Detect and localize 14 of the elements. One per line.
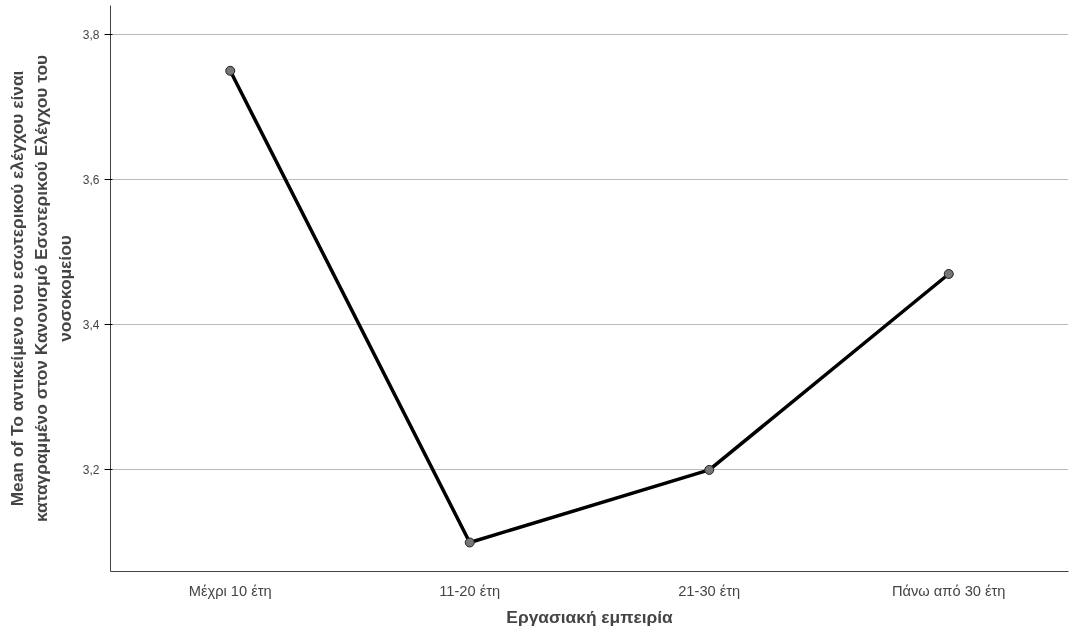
point	[704, 464, 715, 475]
x-tick-label: Πάνω από 30 έτη	[891, 582, 1006, 599]
y-tick-label: 3,8	[82, 28, 100, 43]
y-tick-label: 3,6	[82, 173, 100, 188]
x-tick-label: 21-30 έτη	[678, 582, 741, 599]
point	[943, 269, 954, 279]
point	[225, 65, 236, 76]
x-tick-label: Μέχρι 10 έτη	[188, 582, 272, 599]
point	[464, 537, 475, 548]
y-axis-title: Mean of Το αντικείμενο του εσωτερικού ελέγχου είναι καταγραμμένο στον Κανονισμό Εσωτερικού Ελέγχου του νοσοκομείου	[6, 54, 75, 523]
x-axis-title: Εργασιακή εμπειρία	[506, 606, 673, 627]
y-tick-label: 3,4	[82, 318, 100, 333]
y-tick-label: 3,2	[82, 463, 100, 478]
x-tick-label: 11-20 έτη	[439, 582, 501, 599]
